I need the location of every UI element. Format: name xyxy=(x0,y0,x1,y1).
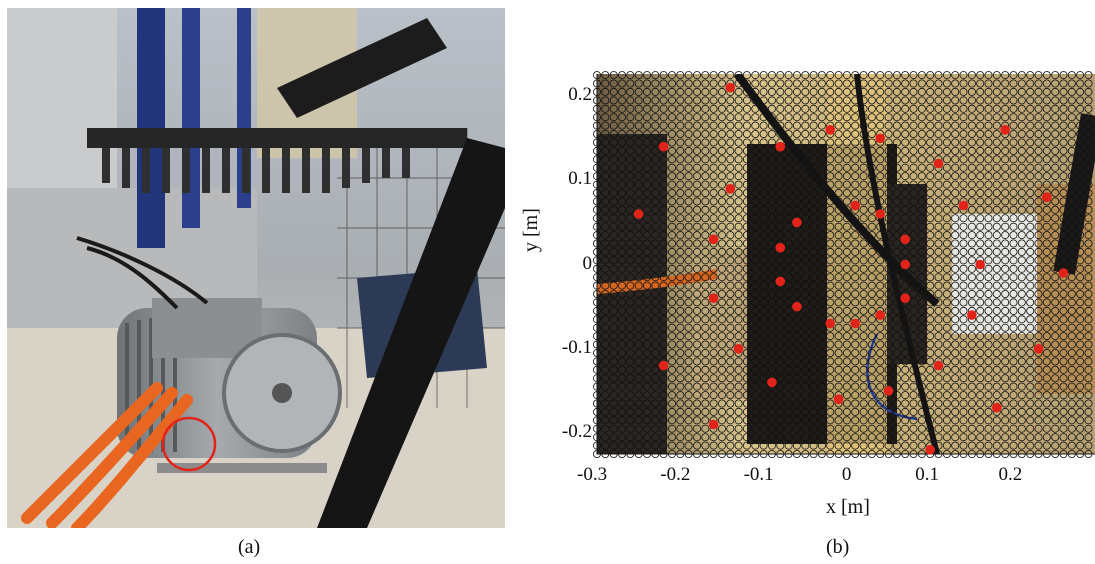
x-tick-label: -0.1 xyxy=(743,464,774,485)
y-tick-label: -0.1 xyxy=(561,336,592,358)
x-tick-label: 0 xyxy=(841,464,852,485)
x-tick-label: 0.1 xyxy=(915,464,939,485)
panel-b-caption: (b) xyxy=(826,536,850,558)
motor-top-view-photo xyxy=(597,74,1095,454)
x-tick-label: -0.2 xyxy=(660,464,691,485)
y-tick-label: 0.2 xyxy=(568,84,592,106)
y-tick-label: 0 xyxy=(582,252,593,274)
x-tick-label: 0.2 xyxy=(998,464,1023,485)
y-axis-label: y [m] xyxy=(520,208,542,252)
y-tick-label: -0.2 xyxy=(561,420,592,442)
y-tick-label: 0.1 xyxy=(568,168,592,190)
x-tick-label: -0.3 xyxy=(577,464,608,485)
motor-rig-photo xyxy=(7,8,505,528)
x-axis-label: x [m] xyxy=(826,496,870,518)
panel-a-caption: (a) xyxy=(238,536,261,558)
